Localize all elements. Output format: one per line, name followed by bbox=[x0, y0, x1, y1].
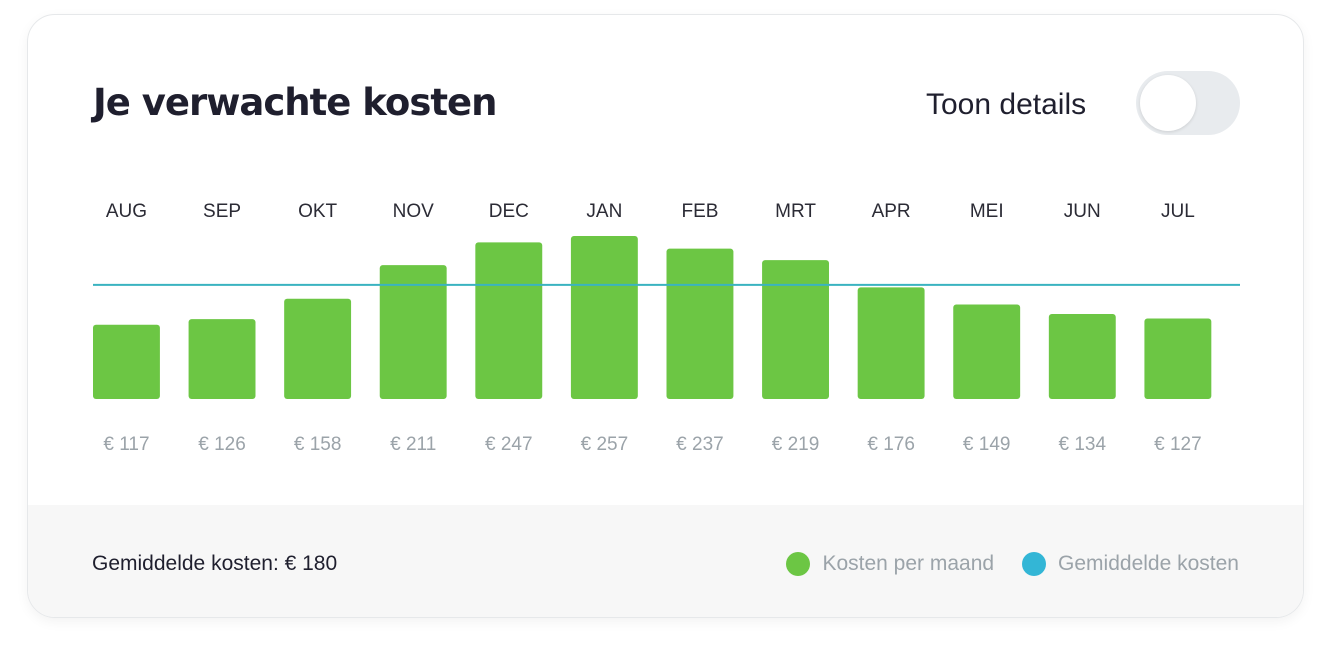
cost-bar[interactable] bbox=[666, 248, 734, 399]
month-label: AUG bbox=[106, 201, 147, 222]
costs-bar-chart: AUG € 117 SEP € 126 OKT € 158 NOV € 211 DEC € 247… bbox=[93, 201, 1240, 455]
cost-bar[interactable] bbox=[762, 260, 829, 399]
legend-label-average: Gemiddelde kosten bbox=[1058, 552, 1239, 575]
value-label: € 127 bbox=[1154, 434, 1202, 455]
value-label: € 176 bbox=[867, 434, 915, 455]
cost-bar[interactable] bbox=[570, 236, 638, 399]
value-label: € 126 bbox=[198, 434, 246, 455]
chart-legend: Kosten per maand Gemiddelde kosten bbox=[758, 551, 1239, 577]
toggle-label: Toon details bbox=[926, 88, 1087, 121]
details-toggle[interactable] bbox=[1136, 71, 1240, 135]
card-title: Je verwachte kosten bbox=[93, 81, 497, 124]
value-label: € 149 bbox=[963, 434, 1011, 455]
legend-item-average: Gemiddelde kosten bbox=[1022, 551, 1239, 577]
month-label: MRT bbox=[775, 201, 816, 222]
cost-bar[interactable] bbox=[1144, 318, 1212, 399]
cost-bar[interactable] bbox=[1048, 314, 1116, 399]
toggle-knob[interactable] bbox=[1140, 75, 1196, 131]
cost-bar[interactable] bbox=[93, 324, 160, 399]
legend-dot-monthly bbox=[786, 552, 811, 576]
cost-bar[interactable] bbox=[284, 298, 352, 399]
value-label: € 211 bbox=[390, 434, 436, 455]
month-label: OKT bbox=[298, 201, 337, 222]
costs-card: Je verwachte kosten Toon details AUG € 11… bbox=[27, 14, 1304, 618]
legend-dot-average bbox=[1022, 552, 1047, 576]
card-footer: Gemiddelde kosten: € 180 Kosten per maan… bbox=[28, 505, 1303, 617]
value-label: € 247 bbox=[485, 434, 533, 455]
cost-bar[interactable] bbox=[379, 265, 447, 399]
value-label: € 237 bbox=[676, 434, 724, 455]
cost-bar[interactable] bbox=[857, 287, 925, 399]
cost-bar[interactable] bbox=[475, 242, 543, 399]
month-label: DEC bbox=[489, 201, 529, 222]
legend-label-monthly: Kosten per maand bbox=[822, 552, 995, 575]
legend-item-monthly: Kosten per maand bbox=[786, 551, 994, 577]
month-label: JUL bbox=[1161, 201, 1195, 222]
month-label: JAN bbox=[586, 201, 622, 222]
value-label: € 257 bbox=[581, 434, 629, 455]
cost-bar[interactable] bbox=[953, 304, 1021, 399]
month-label: MEI bbox=[970, 201, 1004, 222]
value-label: € 134 bbox=[1059, 434, 1107, 455]
month-label: NOV bbox=[393, 201, 435, 222]
value-label: € 158 bbox=[294, 434, 342, 455]
month-label: SEP bbox=[203, 201, 241, 222]
value-label: € 219 bbox=[772, 434, 820, 455]
month-label: JUN bbox=[1064, 201, 1101, 222]
value-label: € 117 bbox=[103, 434, 149, 455]
average-costs-text: Gemiddelde kosten: € 180 bbox=[92, 552, 338, 575]
month-label: APR bbox=[872, 201, 911, 222]
month-label: FEB bbox=[681, 201, 718, 222]
cost-bar[interactable] bbox=[188, 319, 256, 399]
